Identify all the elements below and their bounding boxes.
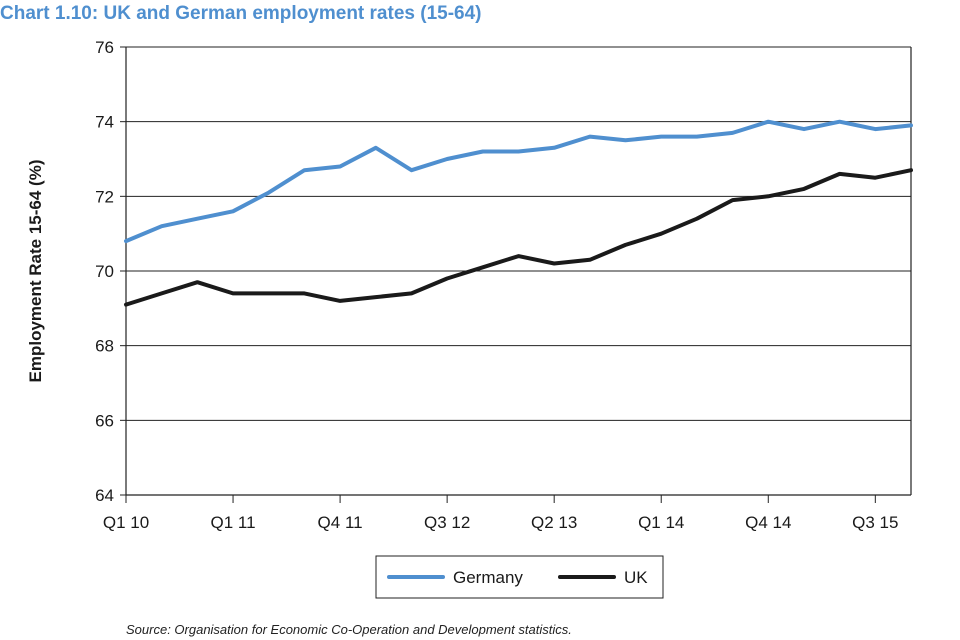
data-point-germany: [517, 150, 521, 154]
data-point-uk: [338, 299, 342, 303]
data-point-uk: [374, 295, 378, 299]
x-tick-label: Q3 12: [424, 513, 470, 532]
data-point-uk: [766, 194, 770, 198]
y-axis-label: Employment Rate 15-64 (%): [26, 160, 45, 383]
y-tick-label: 70: [95, 262, 114, 281]
x-tick-label: Q2 13: [531, 513, 577, 532]
data-point-uk: [409, 291, 413, 295]
y-tick-label: 68: [95, 337, 114, 356]
y-tick-label: 76: [95, 38, 114, 57]
data-point-uk: [124, 303, 128, 307]
x-tick-label: Q1 14: [638, 513, 684, 532]
data-point-uk: [445, 276, 449, 280]
x-tick-label: Q1 11: [211, 513, 256, 532]
data-point-germany: [695, 135, 699, 139]
data-point-germany: [588, 135, 592, 139]
data-point-uk: [695, 217, 699, 221]
data-point-germany: [195, 217, 199, 221]
data-point-uk: [838, 172, 842, 176]
data-point-germany: [659, 135, 663, 139]
source-note: Source: Organisation for Economic Co-Ope…: [126, 622, 572, 637]
data-point-germany: [267, 191, 271, 195]
data-point-uk: [160, 291, 164, 295]
data-point-germany: [552, 146, 556, 150]
data-point-uk: [873, 176, 877, 180]
data-point-uk: [588, 258, 592, 262]
data-point-germany: [302, 168, 306, 172]
series-line-germany: [124, 119, 913, 244]
x-tick-label: Q3 15: [852, 513, 898, 532]
y-tick-label: 72: [95, 187, 114, 206]
data-point-uk: [802, 187, 806, 191]
data-point-uk: [267, 291, 271, 295]
y-tick-label: 74: [95, 113, 114, 132]
data-point-germany: [873, 127, 877, 131]
data-point-germany: [445, 157, 449, 161]
data-point-uk: [231, 291, 235, 295]
data-point-uk: [659, 232, 663, 236]
data-point-germany: [124, 239, 128, 243]
data-point-uk: [731, 198, 735, 202]
y-tick-label: 66: [95, 411, 114, 430]
data-point-germany: [374, 146, 378, 150]
data-point-germany: [802, 127, 806, 131]
data-point-uk: [552, 262, 556, 266]
legend-label-germany: Germany: [453, 568, 523, 587]
y-tick-label: 64: [95, 486, 114, 505]
data-point-uk: [624, 243, 628, 247]
series-line-uk: [124, 168, 913, 307]
data-point-germany: [338, 164, 342, 168]
data-point-uk: [909, 168, 913, 172]
data-point-uk: [302, 291, 306, 295]
data-point-germany: [481, 150, 485, 154]
data-point-germany: [231, 209, 235, 213]
data-point-germany: [909, 123, 913, 127]
x-tick-label: Q4 11: [318, 513, 363, 532]
chart-title: Chart 1.10: UK and German employment rat…: [0, 3, 482, 24]
data-point-germany: [766, 120, 770, 124]
data-point-germany: [838, 120, 842, 124]
x-tick-label: Q1 10: [103, 513, 149, 532]
data-point-uk: [517, 254, 521, 258]
data-point-germany: [624, 138, 628, 142]
data-point-germany: [160, 224, 164, 228]
data-point-uk: [195, 280, 199, 284]
legend-label-uk: UK: [624, 568, 648, 587]
data-point-germany: [409, 168, 413, 172]
data-point-uk: [481, 265, 485, 269]
data-point-germany: [731, 131, 735, 135]
x-tick-label: Q4 14: [745, 513, 791, 532]
